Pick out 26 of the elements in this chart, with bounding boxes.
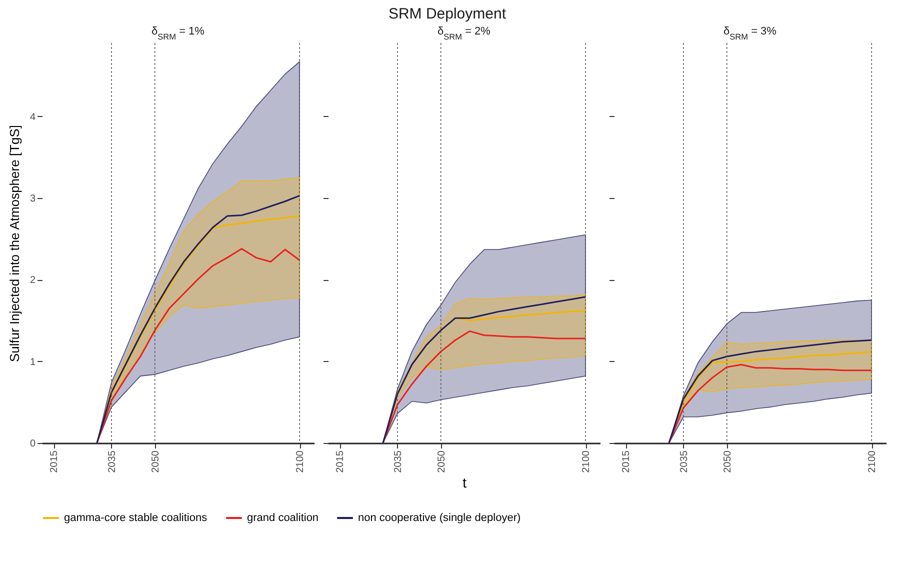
y-tick-label: 3 [30, 194, 36, 205]
x-tick-label: 2050 [150, 450, 162, 473]
x-tick-label: 2050 [436, 450, 448, 473]
y-tick-label: 1 [30, 356, 36, 368]
y-tick-label: 4 [30, 112, 36, 123]
chart-subtitle: δ$_{SRM}$ = 2% [438, 26, 491, 42]
legend-label: grand coalition [247, 512, 319, 524]
legend-label: non cooperative (single deployer) [358, 512, 521, 524]
chart-title: SRM Deployment [388, 6, 507, 23]
x-tick-label: 2035 [106, 450, 118, 473]
x-tick-label: 2100 [867, 450, 878, 473]
chart-subtitle: δ$_{SRM}$ = 1% [152, 26, 205, 42]
x-tick-label: 2035 [392, 450, 404, 473]
y-tick-label: 2 [30, 275, 36, 286]
x-tick-label: 2015 [335, 450, 346, 473]
chart-subtitle: δ$_{SRM}$ = 3% [724, 26, 777, 42]
x-axis-title: t [462, 474, 467, 491]
y-axis-title: Sulfur Injected into the Atmosphere [TgS] [6, 124, 22, 362]
y-tick-label: 0 [30, 438, 36, 450]
x-tick-label: 2050 [722, 450, 734, 473]
x-tick-label: 2015 [621, 450, 632, 473]
x-tick-label: 2100 [295, 450, 306, 473]
legend-label: gamma-core stable coalitions [64, 512, 208, 524]
x-tick-label: 2035 [678, 450, 690, 473]
x-tick-label: 2015 [49, 450, 60, 473]
x-tick-label: 2100 [581, 450, 592, 473]
